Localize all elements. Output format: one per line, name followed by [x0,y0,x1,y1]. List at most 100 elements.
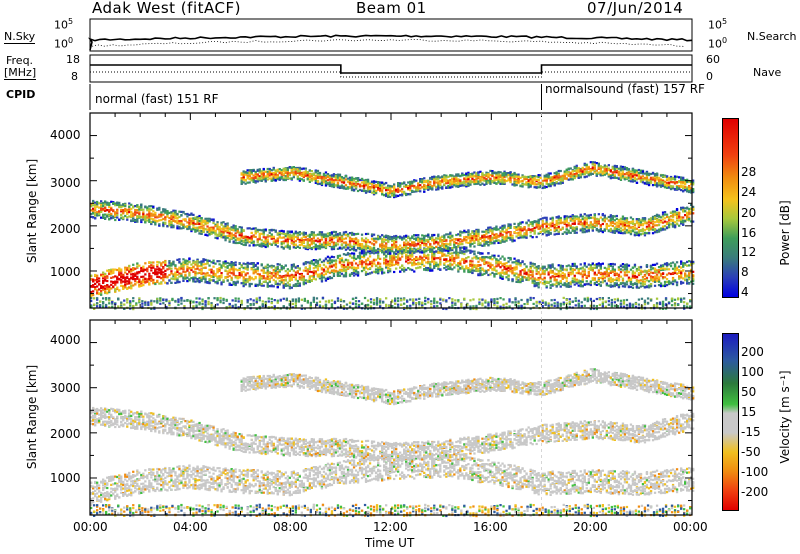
power-cell [558,270,560,272]
power-cell [94,212,96,214]
power-cell [530,262,532,264]
power-cell [138,285,140,287]
power-cell [124,277,126,279]
power-cell [94,214,96,216]
power-cell [233,266,235,268]
power-cell [387,247,389,249]
power-cell [204,278,206,280]
power-cell [279,280,281,282]
power-cell [156,280,158,282]
power-cell [548,271,550,273]
power-cell [170,263,172,265]
power-cell [114,288,116,290]
power-cell [517,260,519,262]
power-cell [660,268,662,270]
power-cell [233,281,235,283]
power-cell [662,265,664,267]
power-cell [178,275,180,277]
power-cell [212,280,214,282]
power-cell [216,282,218,284]
power-cell [259,238,261,240]
power-cell [612,270,614,272]
power-cell [261,245,263,247]
power-cell [507,276,509,278]
power-cell [618,284,620,286]
power-cell [574,284,576,286]
power-cell [441,239,443,241]
power-cell [343,242,345,244]
power-cell [532,228,534,230]
power-cell [620,276,622,278]
power-cell [128,280,130,282]
power-cell [383,249,385,251]
power-cell [489,229,491,231]
power-cell [172,278,174,280]
power-cell [261,269,263,271]
power-cell [108,273,110,275]
power-cell [467,250,469,252]
power-cell [604,272,606,274]
power-cell [204,259,206,261]
power-cell [421,242,423,244]
power-cell [227,262,229,264]
power-cell [156,209,158,211]
power-cell [634,264,636,266]
power-cell [180,263,182,265]
power-cell [550,264,552,266]
power-cell [614,273,616,275]
power-cell [680,283,682,285]
power-cell [584,269,586,271]
power-cell [475,239,477,241]
power-cell [138,281,140,283]
power-cell [249,276,251,278]
power-cell [413,241,415,243]
power-cell [319,245,321,247]
power-cell [427,236,429,238]
power-cell [437,251,439,253]
power-cell [251,228,253,230]
power-cell [341,273,343,275]
power-cell [666,278,668,280]
power-cell [421,238,423,240]
power-cell [295,267,297,269]
power-cell [178,272,180,274]
power-cell [224,235,226,237]
power-cell [359,257,361,259]
power-cell [630,279,632,281]
power-cell [92,208,94,210]
power-cell [98,207,100,209]
power-cell [152,267,154,269]
power-cell [110,201,112,203]
power-cell [261,239,263,241]
power-cell [206,259,208,261]
power-cell [447,252,449,254]
power-cell [311,231,313,233]
power-cell [391,258,393,260]
power-cell [192,228,194,230]
power-cell [216,271,218,273]
power-cell [367,239,369,241]
power-cell [485,236,487,238]
power-cell [279,277,281,279]
power-cell [142,281,144,283]
power-cell [319,248,321,250]
power-cell [299,244,301,246]
power-cell [138,216,140,218]
power-cell [465,236,467,238]
power-cell [373,247,375,249]
power-cell [297,234,299,236]
power-cell [477,229,479,231]
power-cell [552,271,554,273]
power-cell [391,261,393,263]
power-cell [196,278,198,280]
power-cell [104,201,106,203]
power-cell [126,288,128,290]
power-cell [513,240,515,242]
power-cell [166,213,168,215]
power-cell [98,293,100,295]
power-cell [325,270,327,272]
power-cell [576,282,578,284]
power-cell [303,283,305,285]
power-cell [341,244,343,246]
power-cell [345,234,347,236]
